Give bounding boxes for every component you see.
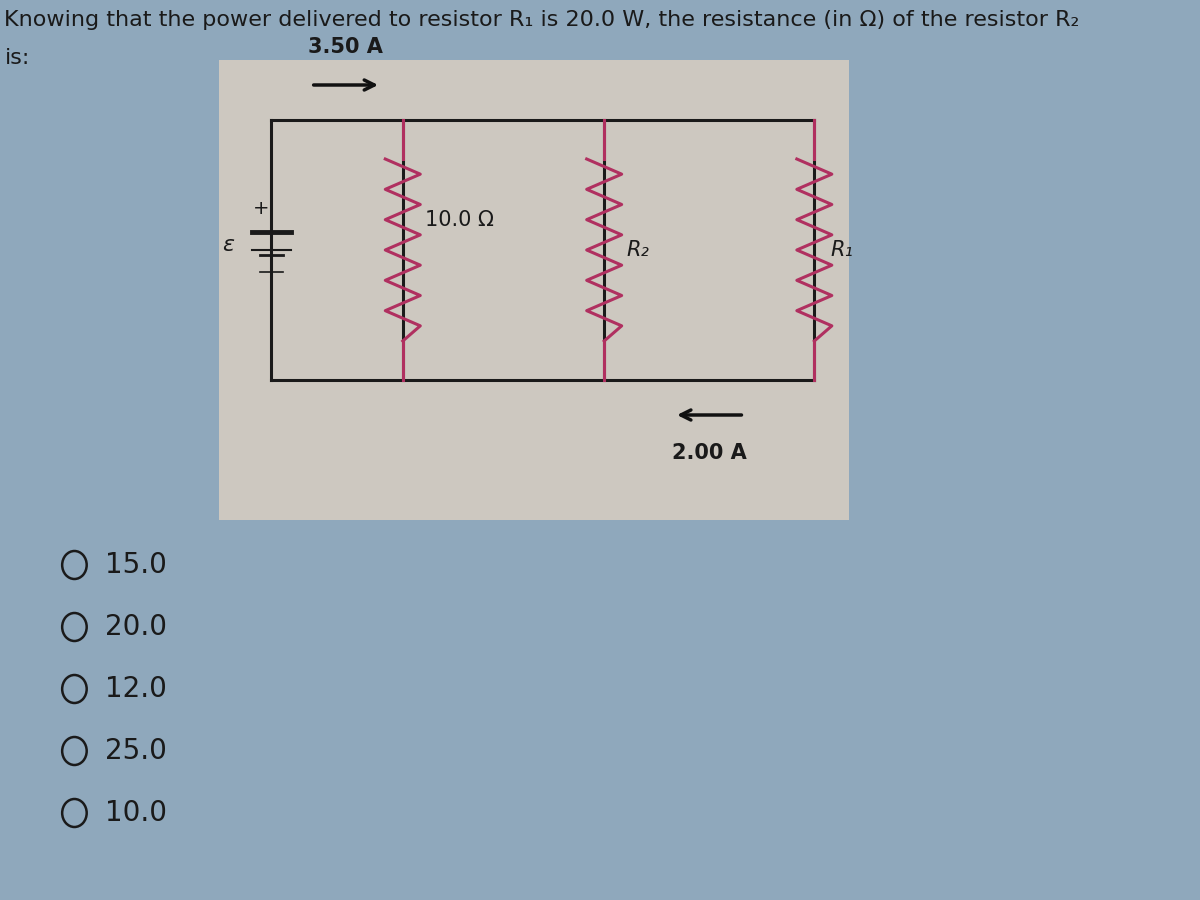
Text: 25.0: 25.0 (106, 737, 167, 765)
Text: 10.0 Ω: 10.0 Ω (425, 210, 493, 230)
Text: 3.50 A: 3.50 A (308, 37, 383, 57)
Text: Knowing that the power delivered to resistor R₁ is 20.0 W, the resistance (in Ω): Knowing that the power delivered to resi… (5, 10, 1080, 30)
Text: R₁: R₁ (830, 240, 853, 260)
Text: ε: ε (222, 235, 234, 255)
Text: +: + (253, 199, 269, 218)
Text: 2.00 A: 2.00 A (672, 443, 746, 463)
Text: R₂: R₂ (626, 240, 649, 260)
Text: 20.0: 20.0 (106, 613, 167, 641)
Text: 12.0: 12.0 (106, 675, 167, 703)
Bar (218, 60, 850, 520)
Text: 10.0: 10.0 (106, 799, 167, 827)
Text: 15.0: 15.0 (106, 551, 167, 579)
Text: is:: is: (5, 48, 30, 68)
